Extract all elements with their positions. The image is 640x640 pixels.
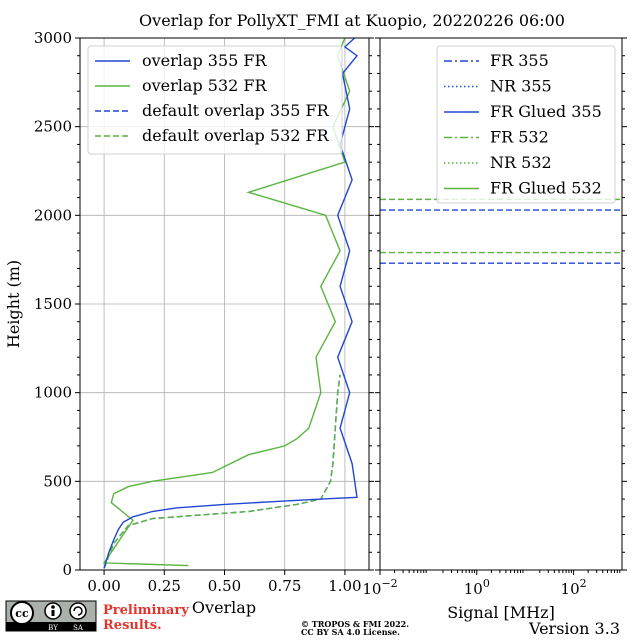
x-tick-label: 100	[464, 577, 490, 598]
y-tick-label: 500	[43, 472, 72, 490]
copyright-line-2: CC BY SA 4.0 License.	[301, 627, 400, 637]
preliminary-line-1: Preliminary	[103, 603, 189, 618]
legend-label: NR 532	[490, 153, 552, 172]
series-line	[103, 38, 359, 569]
sa-icon	[69, 602, 87, 620]
legend-label: FR Glued 355	[490, 102, 602, 121]
legend-label: overlap 355 FR	[142, 51, 268, 70]
preliminary-line-2: Results.	[103, 618, 162, 633]
x-axis-label: Signal [MHz]	[447, 603, 555, 622]
legend-label: overlap 532 FR	[142, 76, 268, 95]
series-line	[103, 374, 341, 569]
x-tick-label: 1.00	[328, 577, 361, 595]
x-tick-label: 0.00	[87, 577, 120, 595]
y-tick-label: 0	[62, 561, 72, 579]
y-tick-label: 2500	[34, 118, 72, 136]
cc-license-badge: cc BY SA	[5, 600, 97, 632]
y-tick-label: 1500	[34, 295, 72, 313]
x-tick-label: 0.25	[148, 577, 181, 595]
y-axis-label: Height (m)	[4, 260, 23, 348]
legend-label: FR 532	[490, 128, 549, 147]
version-label: Version 3.3	[528, 619, 620, 638]
series-line	[103, 374, 341, 569]
cc-icon	[10, 601, 34, 625]
legend-label: NR 355	[490, 77, 552, 96]
x-tick-label: 0.50	[208, 577, 241, 595]
x-axis-label: Overlap	[192, 598, 256, 617]
overlap-panel: 0.00 0.25 0.50 0.75 1.00 0 500 1000 1500 2000 2500…	[4, 29, 374, 617]
series-line	[102, 38, 351, 567]
y-tick-label: 2000	[34, 206, 72, 224]
x-tick-label: 0.75	[268, 577, 301, 595]
legend-label: FR 355	[490, 51, 549, 70]
chart-title: Overlap for PollyXT_FMI at Kuopio, 20220…	[139, 11, 565, 30]
y-tick-label: 3000	[34, 29, 72, 47]
legend-box	[87, 45, 343, 155]
series-group	[380, 198, 622, 264]
legend: overlap 355 FR overlap 532 FR default over…	[87, 45, 343, 155]
signal-panel: 10−2 100 102 Signal [MHz] FR 355 NR 355 FR G…	[362, 37, 627, 622]
ticks: 0.00 0.25 0.50 0.75 1.00 0 500 1000 1500 2000 2500…	[34, 29, 374, 595]
x-tick-label: 10−2	[362, 577, 397, 598]
sa-label: SA	[73, 624, 84, 632]
copyright-line-1: © TROPOS & FMI 2022.	[301, 619, 409, 629]
x-tick-label: 102	[561, 577, 587, 598]
series-group	[102, 38, 359, 569]
y-tick-label: 1000	[34, 384, 72, 402]
cc-icon-text: cc	[15, 607, 29, 620]
legend-label: FR Glued 532	[490, 179, 602, 198]
legend: FR 355 NR 355 FR Glued 355 FR 532 NR 532 FR G…	[436, 45, 616, 204]
legend-box	[436, 45, 616, 204]
by-label: BY	[48, 624, 58, 632]
legend-label: default overlap 532 FR	[142, 126, 330, 145]
legend-label: default overlap 355 FR	[142, 101, 330, 120]
